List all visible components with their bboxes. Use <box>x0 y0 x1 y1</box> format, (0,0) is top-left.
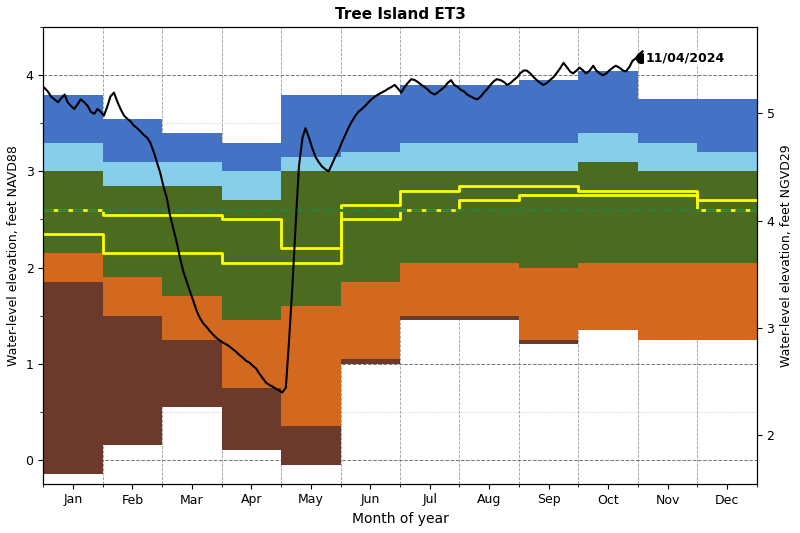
Title: Tree Island ET3: Tree Island ET3 <box>334 7 466 22</box>
Y-axis label: Water-level elevation, feet NAVD88: Water-level elevation, feet NAVD88 <box>7 145 20 366</box>
Y-axis label: Water-level elevation, feet NGVD29: Water-level elevation, feet NGVD29 <box>780 144 793 367</box>
X-axis label: Month of year: Month of year <box>351 512 449 526</box>
Text: 11/04/2024: 11/04/2024 <box>646 52 725 64</box>
